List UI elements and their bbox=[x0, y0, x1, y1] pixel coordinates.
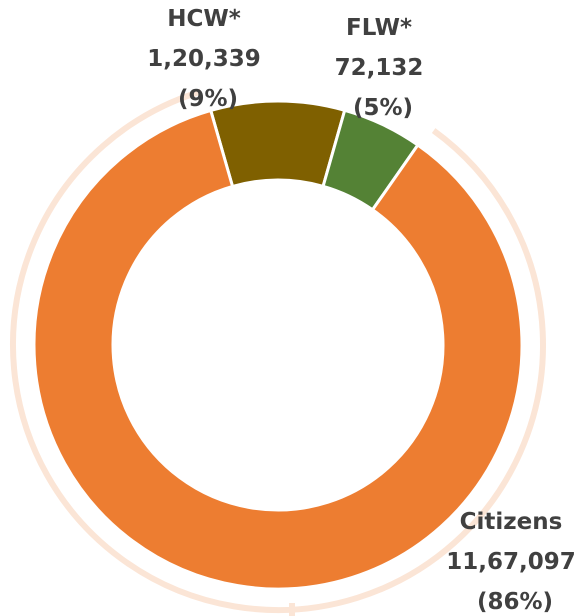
slice-hcw[interactable] bbox=[209, 99, 347, 188]
flw-name-label: FLW* bbox=[346, 15, 412, 41]
slice-citizens[interactable] bbox=[32, 108, 524, 591]
label-layer: HCW* 1,20,339 (9%) FLW* 72,132 (5%) Citi… bbox=[147, 6, 584, 615]
slice-layer bbox=[32, 99, 524, 591]
citizens-label: Citizens 11,67,097 (86%) bbox=[446, 509, 584, 615]
citizens-name-label: Citizens bbox=[460, 509, 563, 535]
hcw-name-label: HCW* bbox=[167, 6, 241, 32]
outer-ring-arc bbox=[10, 88, 546, 613]
flw-label: FLW* 72,132 (5%) bbox=[335, 15, 432, 121]
hcw-value-label: 1,20,339 bbox=[147, 46, 261, 72]
flw-percent-label: (5%) bbox=[353, 95, 413, 121]
flw-value-label: 72,132 bbox=[335, 55, 424, 81]
citizens-percent-label: (86%) bbox=[477, 589, 553, 615]
outer-ring-layer bbox=[10, 88, 546, 616]
hcw-percent-label: (9%) bbox=[178, 86, 238, 112]
citizens-value-label: 11,67,097 bbox=[446, 549, 576, 575]
hcw-label: HCW* 1,20,339 (9%) bbox=[147, 6, 269, 112]
